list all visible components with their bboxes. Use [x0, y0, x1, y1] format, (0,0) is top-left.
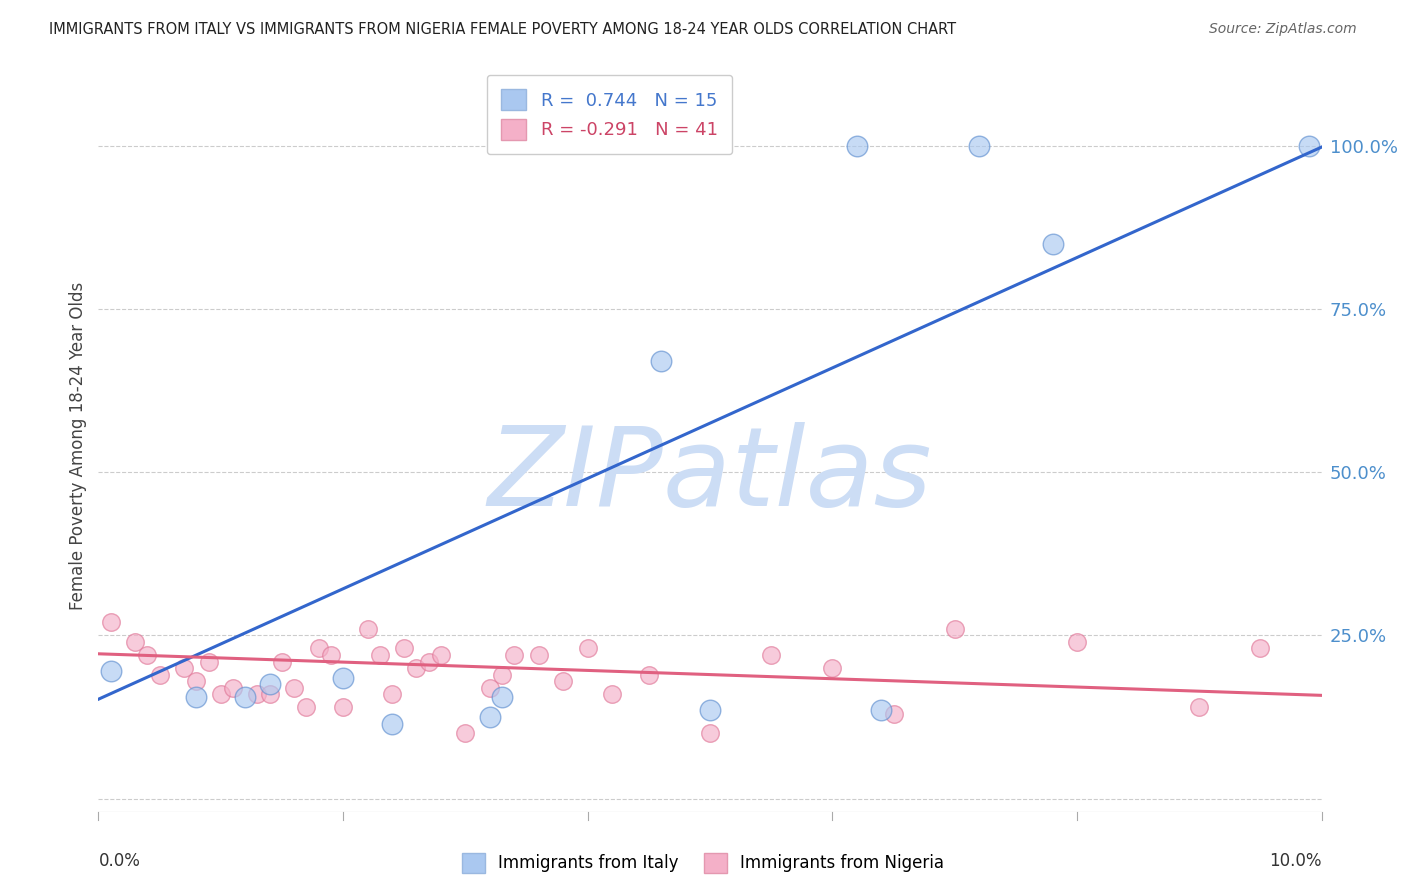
Point: [478, 710, 501, 724]
Point: [503, 648, 526, 662]
Point: [283, 681, 305, 695]
Text: 10.0%: 10.0%: [1270, 852, 1322, 870]
Point: [600, 687, 623, 701]
Point: [699, 726, 721, 740]
Point: [233, 690, 256, 705]
Point: [430, 648, 453, 662]
Point: [259, 687, 281, 701]
Point: [405, 661, 427, 675]
Point: [759, 648, 782, 662]
Point: [883, 706, 905, 721]
Point: [222, 681, 245, 695]
Point: [650, 354, 672, 368]
Point: [1042, 236, 1064, 251]
Text: ZIPatlas: ZIPatlas: [488, 422, 932, 529]
Point: [576, 641, 599, 656]
Point: [845, 138, 868, 153]
Legend: Immigrants from Italy, Immigrants from Nigeria: Immigrants from Italy, Immigrants from N…: [456, 847, 950, 880]
Point: [100, 665, 122, 679]
Point: [319, 648, 342, 662]
Point: [1249, 641, 1271, 656]
Point: [1066, 635, 1088, 649]
Point: [124, 635, 146, 649]
Point: [197, 655, 219, 669]
Point: [356, 622, 378, 636]
Point: [637, 667, 661, 681]
Text: IMMIGRANTS FROM ITALY VS IMMIGRANTS FROM NIGERIA FEMALE POVERTY AMONG 18-24 YEAR: IMMIGRANTS FROM ITALY VS IMMIGRANTS FROM…: [49, 22, 956, 37]
Point: [368, 648, 391, 662]
Point: [870, 704, 893, 718]
Point: [967, 138, 990, 153]
Point: [173, 661, 195, 675]
Point: [418, 655, 440, 669]
Point: [381, 716, 404, 731]
Point: [270, 655, 292, 669]
Point: [699, 704, 721, 718]
Point: [246, 687, 269, 701]
Point: [295, 700, 318, 714]
Text: 0.0%: 0.0%: [98, 852, 141, 870]
Point: [209, 687, 232, 701]
Point: [100, 615, 122, 630]
Legend: R =  0.744   N = 15, R = -0.291   N = 41: R = 0.744 N = 15, R = -0.291 N = 41: [486, 75, 733, 154]
Point: [491, 690, 513, 705]
Point: [454, 726, 477, 740]
Point: [527, 648, 550, 662]
Point: [943, 622, 966, 636]
Point: [1188, 700, 1211, 714]
Point: [821, 661, 844, 675]
Point: [308, 641, 330, 656]
Point: [186, 690, 208, 705]
Point: [1298, 138, 1320, 153]
Point: [381, 687, 404, 701]
Point: [332, 671, 354, 685]
Point: [332, 700, 354, 714]
Y-axis label: Female Poverty Among 18-24 Year Olds: Female Poverty Among 18-24 Year Olds: [69, 282, 87, 610]
Point: [553, 674, 575, 689]
Point: [186, 674, 208, 689]
Point: [259, 677, 281, 691]
Point: [491, 667, 513, 681]
Text: Source: ZipAtlas.com: Source: ZipAtlas.com: [1209, 22, 1357, 37]
Point: [136, 648, 159, 662]
Point: [149, 667, 172, 681]
Point: [478, 681, 501, 695]
Point: [392, 641, 416, 656]
